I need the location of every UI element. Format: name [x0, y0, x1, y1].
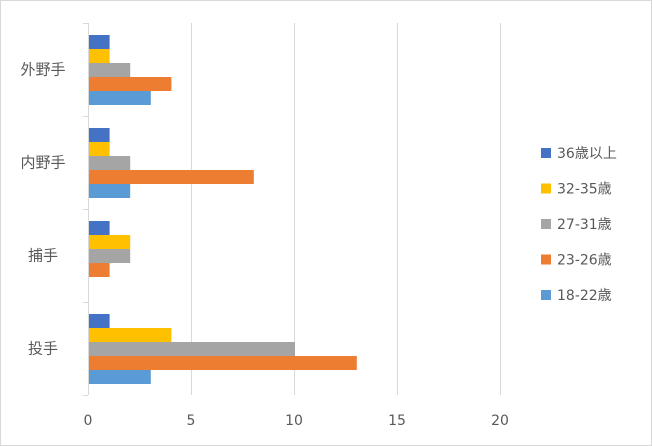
- legend-label: 32-35歳: [557, 182, 612, 198]
- grid-lines: [191, 23, 501, 395]
- x-tick-label: 15: [388, 413, 406, 429]
- bar: [89, 370, 151, 384]
- legend-swatch: [541, 290, 551, 300]
- bar: [89, 235, 131, 249]
- bar: [89, 63, 131, 77]
- x-tick-label: 5: [187, 413, 196, 429]
- bar: [89, 356, 357, 370]
- legend-swatch: [541, 254, 551, 265]
- bar: [89, 249, 131, 263]
- bar: [89, 314, 110, 328]
- category-label: 内野手: [20, 154, 65, 172]
- bar: [89, 142, 110, 156]
- bar: [89, 184, 131, 198]
- legend-label: 27-31歳: [557, 217, 612, 233]
- bar: [89, 91, 151, 105]
- bar: [89, 342, 295, 356]
- legend-label: 23-26歳: [557, 253, 612, 269]
- legend-swatch: [541, 148, 551, 158]
- bar: [89, 77, 172, 91]
- x-tick-label: 20: [491, 413, 509, 429]
- x-tick-label: 0: [84, 413, 93, 429]
- bar: [89, 156, 131, 170]
- x-tick-label: 10: [285, 413, 303, 429]
- bar: [89, 263, 110, 277]
- legend-swatch: [541, 219, 551, 229]
- bars: [89, 35, 357, 384]
- bar: [89, 35, 110, 49]
- bar: [89, 328, 172, 342]
- category-label: 投手: [28, 340, 58, 358]
- legend-swatch: [541, 183, 551, 194]
- legend: 36歳以上 32-35歳 27-31歳 23-26歳 18-22歳: [541, 146, 617, 304]
- bar: [89, 221, 110, 235]
- legend-label: 36歳以上: [557, 146, 617, 162]
- bar: [89, 170, 254, 184]
- bar: [89, 128, 110, 142]
- category-label: 捕手: [28, 247, 58, 265]
- legend-label: 18-22歳: [557, 288, 612, 304]
- bar: [89, 49, 110, 63]
- category-label: 外野手: [20, 61, 65, 79]
